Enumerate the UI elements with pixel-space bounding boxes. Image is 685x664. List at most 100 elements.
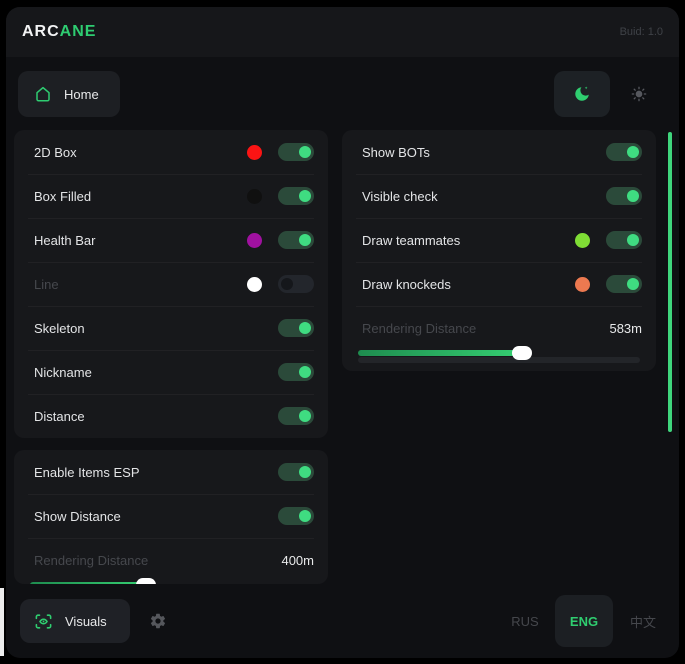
setting-label: Nickname (34, 364, 92, 380)
toggle-knob (299, 366, 311, 378)
slider-value: 583m (609, 320, 642, 336)
toggle-switch[interactable] (278, 275, 314, 293)
footer-visuals-label: Visuals (65, 613, 107, 629)
setting-row-visible-check: Visible check (342, 174, 656, 218)
setting-label: Distance (34, 408, 85, 424)
toggle-switch[interactable] (278, 463, 314, 481)
setting-row-rendering-distance: Rendering Distance 400m (14, 538, 328, 582)
toggle-switch[interactable] (606, 275, 642, 293)
setting-label: Draw teammates (362, 232, 461, 248)
setting-row-draw-teammates: Draw teammates (342, 218, 656, 262)
panel-player-esp: 2D Box Box Filled Health Bar Line Skelet (14, 130, 328, 438)
toggle-knob (299, 466, 311, 478)
panel-items-esp: Enable Items ESP Show Distance Rendering… (14, 450, 328, 584)
setting-row-health-bar: Health Bar (14, 218, 328, 262)
setting-row-draw-knockeds: Draw knockeds (342, 262, 656, 306)
setting-row-line: Line (14, 262, 328, 306)
color-swatch[interactable] (247, 276, 262, 292)
color-swatch[interactable] (247, 144, 262, 160)
slider-knob[interactable] (135, 578, 156, 584)
app-logo: ARCANE (22, 23, 96, 41)
setting-label: Health Bar (34, 232, 96, 248)
setting-label: Box Filled (34, 188, 92, 204)
language-label: RUS (511, 613, 539, 629)
toggle-knob (299, 146, 311, 158)
tab-home-label: Home (64, 86, 99, 102)
rendering-distance-slider[interactable] (358, 346, 640, 370)
language-button-eng[interactable]: ENG (555, 595, 613, 647)
light-mode-button[interactable] (611, 71, 667, 117)
setting-label: Enable Items ESP (34, 464, 140, 480)
footer-visuals-button[interactable]: Visuals (20, 599, 130, 643)
toggle-switch[interactable] (278, 507, 314, 525)
setting-row-show-bots: Show BOTs (342, 130, 656, 174)
color-swatch[interactable] (247, 232, 262, 248)
scrollbar[interactable] (668, 132, 672, 432)
title-bar: ARCANE Buid: 1.0 (6, 7, 679, 57)
slider-knob[interactable] (511, 346, 532, 360)
rendering-distance-slider[interactable] (30, 578, 312, 584)
toggle-knob (299, 190, 311, 202)
toggle-switch[interactable] (278, 407, 314, 425)
toggle-knob (627, 146, 639, 158)
visuals-eye-scan-icon (34, 612, 53, 631)
toggle-knob (299, 234, 311, 246)
tab-home[interactable]: Home (18, 71, 120, 117)
app-window: ARCANE Buid: 1.0 Home (6, 7, 679, 658)
setting-row-2d-box: 2D Box (14, 130, 328, 174)
setting-row-box-filled: Box Filled (14, 174, 328, 218)
slider-fill (30, 582, 146, 584)
setting-row-distance: Distance (14, 394, 328, 438)
slider-label: Rendering Distance (34, 552, 149, 568)
panel-bots: Show BOTs Visible check Draw teammates D… (342, 130, 656, 371)
language-button-zh[interactable]: 中文 (615, 595, 671, 647)
setting-row-nickname: Nickname (14, 350, 328, 394)
color-swatch[interactable] (575, 276, 590, 292)
toggle-switch[interactable] (278, 319, 314, 337)
settings-button[interactable] (139, 599, 177, 643)
brand-text-primary: ARC (22, 23, 60, 40)
toggle-switch[interactable] (606, 187, 642, 205)
setting-label: Visible check (362, 188, 438, 204)
setting-label: Show Distance (34, 508, 121, 524)
setting-row-rendering-distance: Rendering Distance 583m (342, 306, 656, 350)
setting-label: Show BOTs (362, 144, 430, 160)
toggle-switch[interactable] (278, 143, 314, 161)
color-swatch[interactable] (247, 188, 262, 204)
dark-mode-button[interactable] (554, 71, 610, 117)
setting-label: Line (34, 276, 59, 292)
slider-track[interactable] (358, 357, 640, 363)
language-label: 中文 (629, 614, 656, 630)
toggle-switch[interactable] (278, 231, 314, 249)
setting-label: 2D Box (34, 144, 77, 160)
build-version-label: Buid: 1.0 (619, 26, 663, 38)
setting-row-skeleton: Skeleton (14, 306, 328, 350)
toggle-knob (299, 322, 311, 334)
toggle-switch[interactable] (606, 231, 642, 249)
toggle-knob (299, 510, 311, 522)
setting-row-show-distance: Show Distance (14, 494, 328, 538)
sun-icon (631, 86, 647, 102)
toggle-knob (299, 410, 311, 422)
toggle-switch[interactable] (278, 363, 314, 381)
home-icon (34, 85, 52, 103)
slider-fill (358, 350, 522, 356)
toggle-switch[interactable] (278, 187, 314, 205)
background-window-edge (0, 588, 4, 656)
language-label: ENG (569, 613, 599, 629)
moon-icon (573, 85, 591, 103)
gear-icon (149, 612, 167, 630)
setting-label: Draw knockeds (362, 276, 451, 292)
toggle-knob (627, 190, 639, 202)
toggle-switch[interactable] (606, 143, 642, 161)
language-button-rus[interactable]: RUS (497, 595, 553, 647)
toggle-knob (627, 234, 639, 246)
toggle-knob (627, 278, 639, 290)
slider-label: Rendering Distance (362, 320, 477, 336)
color-swatch[interactable] (575, 232, 590, 248)
slider-value: 400m (281, 552, 314, 568)
brand-text-accent: ANE (59, 23, 97, 40)
setting-row-enable-items-esp: Enable Items ESP (14, 450, 328, 494)
setting-label: Skeleton (34, 320, 85, 336)
